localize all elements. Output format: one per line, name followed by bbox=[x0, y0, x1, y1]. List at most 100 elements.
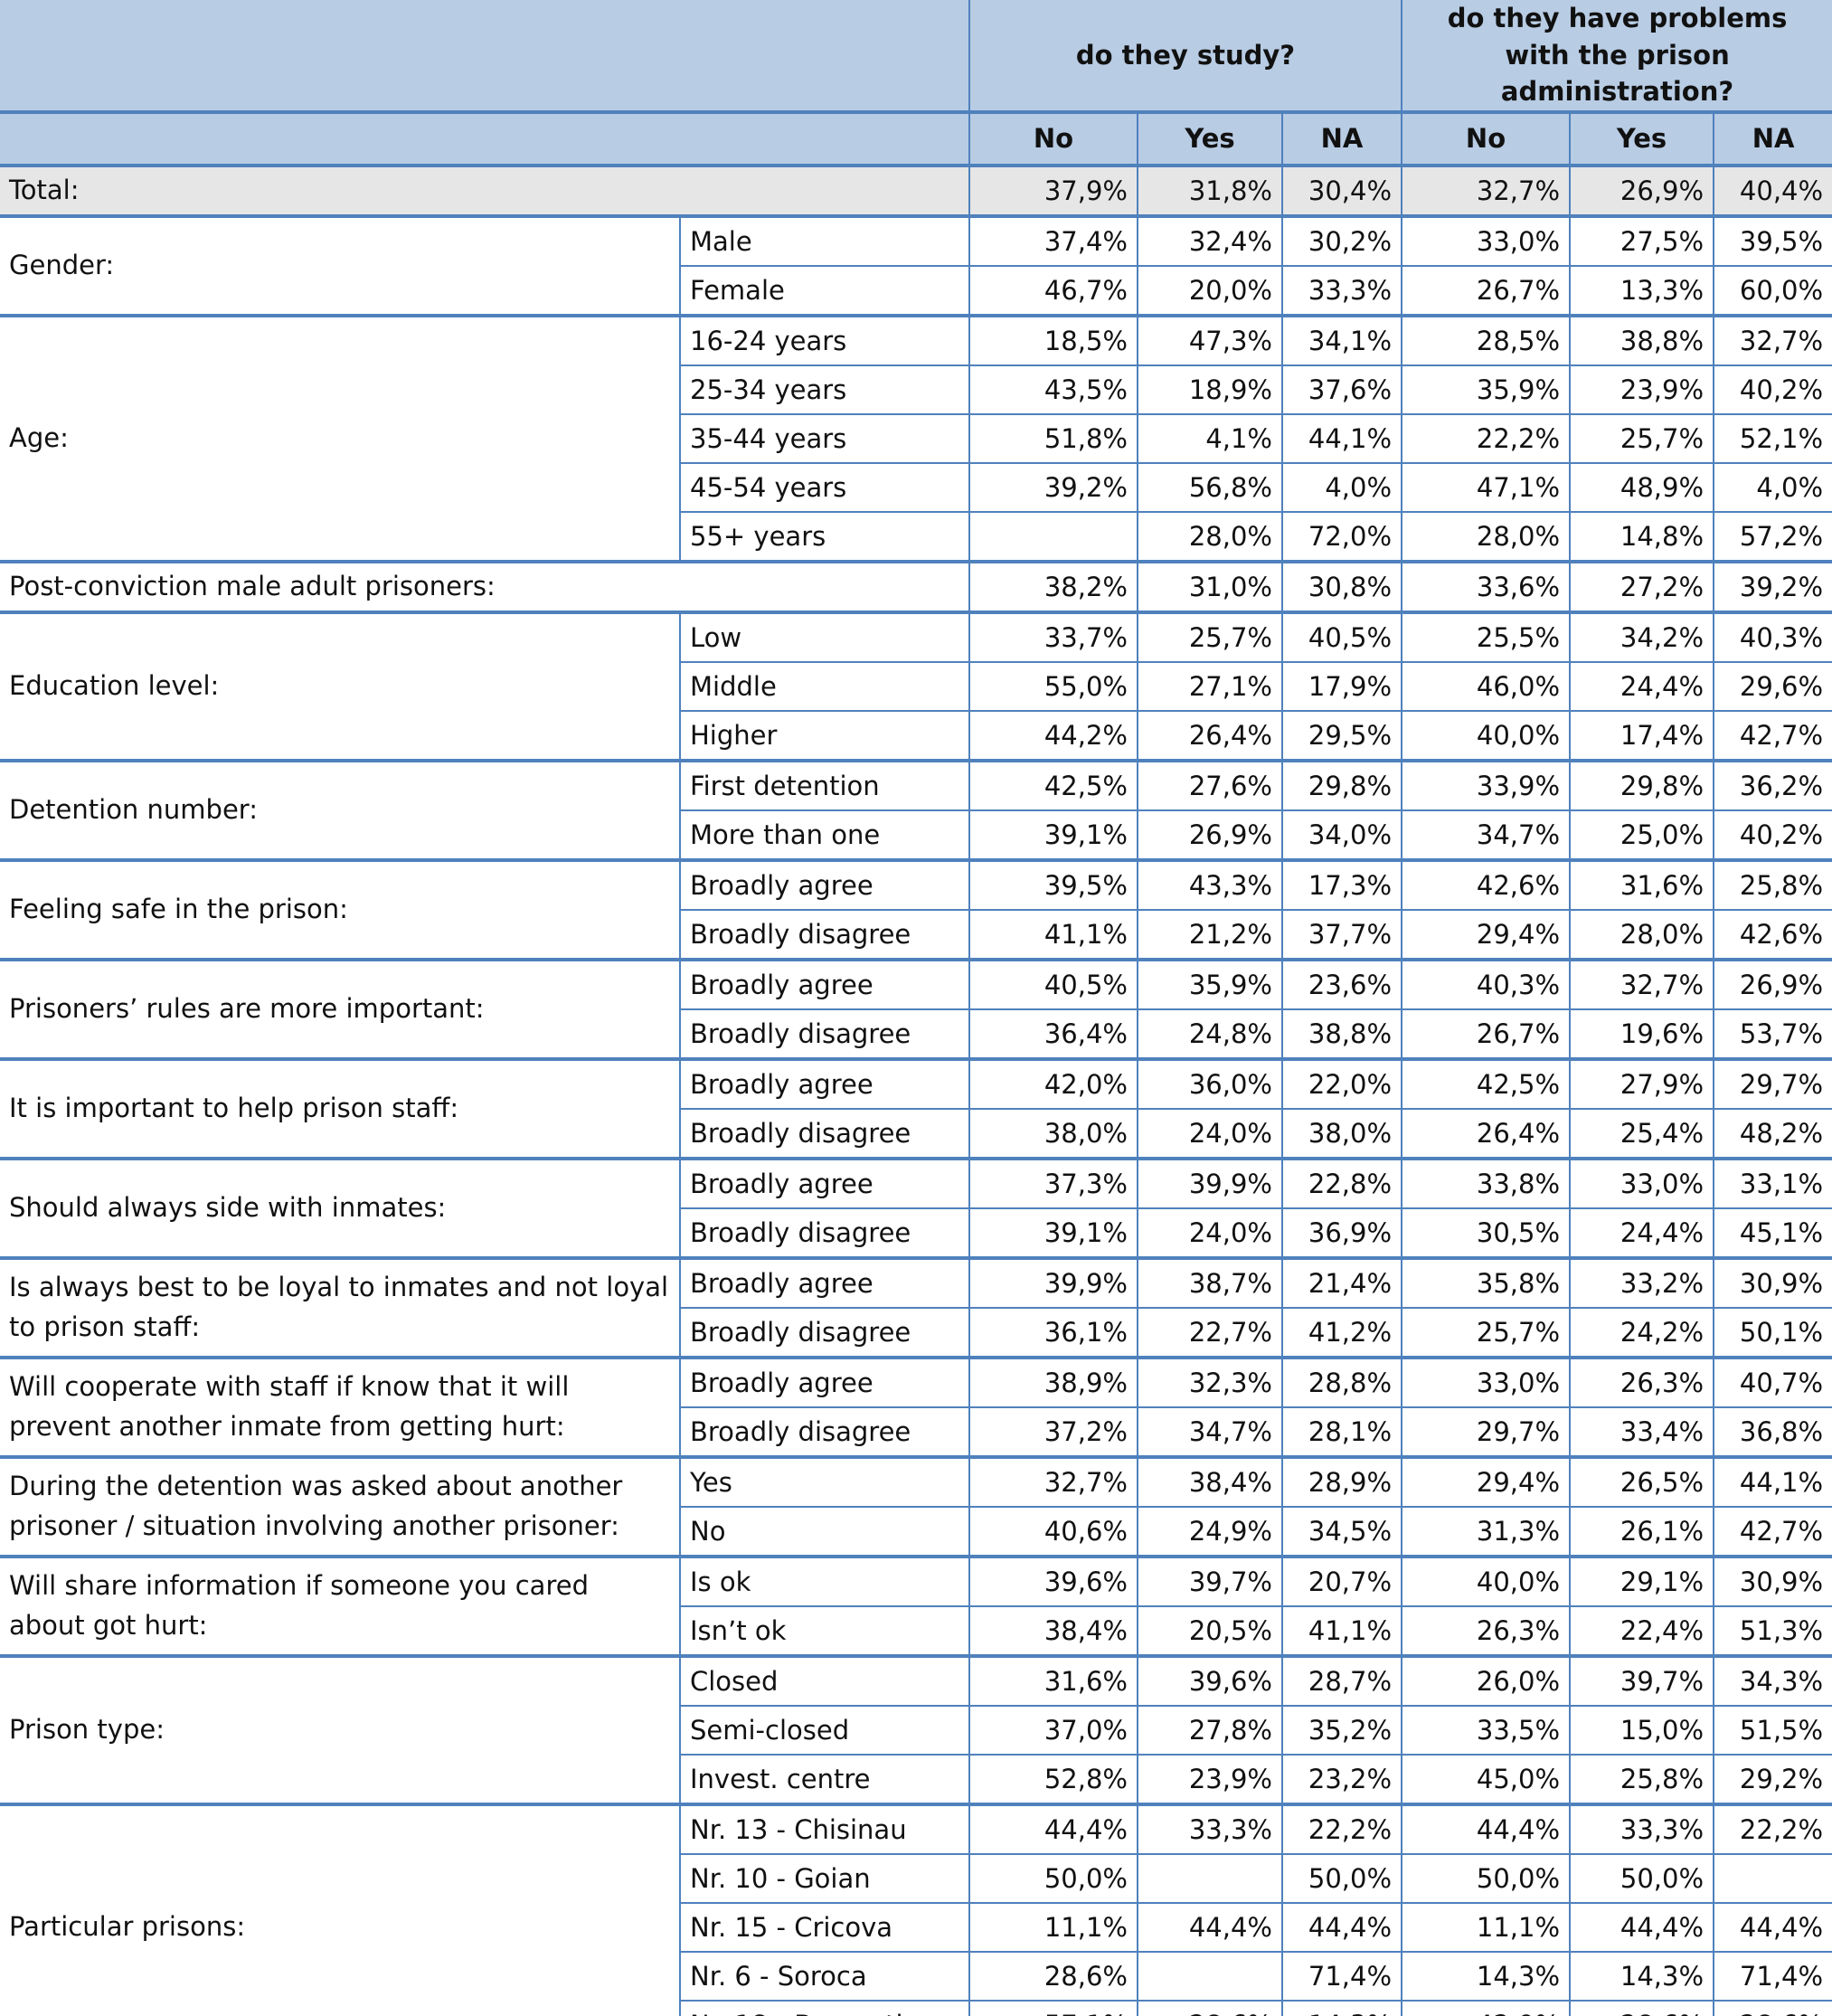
value-cell: 26,4% bbox=[1401, 1107, 1571, 1159]
value-cell: 24,0% bbox=[1137, 1107, 1282, 1159]
value-cell: 37,6% bbox=[1280, 364, 1402, 414]
table-row: Will share information if someone you ca… bbox=[0, 1554, 1832, 1656]
value-cell: 18,5% bbox=[968, 313, 1138, 365]
value-cell: 39,7% bbox=[1569, 1653, 1714, 1706]
row-label: Broadly disagree bbox=[679, 1107, 969, 1159]
table-row: Will cooperate with staff if know that i… bbox=[0, 1355, 1832, 1457]
table-row: Age: 16-24 years 18,5% 47,3% 34,1% 28,5% 38,8%… bbox=[0, 313, 1832, 562]
value-cell: 39,5% bbox=[968, 857, 1138, 910]
value-cell: 44,4% bbox=[1569, 1901, 1714, 1952]
value-cell: 40,4% bbox=[1713, 163, 1832, 216]
value-cell: 4,0% bbox=[1713, 461, 1832, 512]
value-cell: 42,9% bbox=[1401, 1999, 1571, 2016]
row-label: Broadly agree bbox=[679, 1156, 969, 1208]
value-cell: 28,9% bbox=[1280, 1454, 1402, 1507]
value-cell: 46,0% bbox=[1401, 660, 1571, 711]
value-cell: 26,9% bbox=[1137, 809, 1282, 860]
value-cell: 35,2% bbox=[1280, 1704, 1402, 1755]
value-cell: 38,2% bbox=[968, 559, 1138, 612]
value-cell: 43,3% bbox=[1137, 857, 1282, 910]
table-row: No 40,6% 24,9% 34,5% 31,3% 26,1% 42,7% bbox=[0, 1505, 1832, 1557]
table-row: Should always side with inmates: Broadly … bbox=[0, 1156, 1832, 1258]
group-label: Should always side with inmates: bbox=[0, 1156, 680, 1258]
value-cell: 33,8% bbox=[1401, 1156, 1571, 1208]
value-cell: 28,5% bbox=[1401, 313, 1571, 365]
table-row: Prison type: Closed 31,6% 39,6% 28,7% 26,0% 39… bbox=[0, 1653, 1832, 1804]
group-label: Particular prisons: bbox=[0, 1802, 680, 2016]
value-cell: 26,0% bbox=[1401, 1653, 1571, 1706]
value-cell: 50,0% bbox=[968, 1852, 1138, 1903]
row-label: 45-54 years bbox=[679, 461, 969, 512]
value-cell: 37,0% bbox=[968, 1704, 1138, 1755]
row-label: Broadly disagree bbox=[679, 908, 969, 960]
table-row: Prisoners’ rules are more important: Broa… bbox=[0, 957, 1832, 1059]
value-cell: 33,7% bbox=[968, 610, 1138, 662]
value-cell: 20,5% bbox=[1137, 1604, 1282, 1656]
table-row: Broadly disagree 39,1% 24,0% 36,9% 30,5% 24,4… bbox=[0, 1207, 1832, 1258]
row-label: Broadly disagree bbox=[679, 1306, 969, 1358]
value-cell: 27,8% bbox=[1137, 1704, 1282, 1755]
value-cell: 71,4% bbox=[1713, 1950, 1832, 2001]
value-cell: 51,3% bbox=[1713, 1604, 1832, 1656]
value-cell: 25,8% bbox=[1569, 1753, 1714, 1804]
row-label: Broadly agree bbox=[679, 1355, 969, 1407]
value-cell: 15,0% bbox=[1569, 1704, 1714, 1755]
value-cell: 51,5% bbox=[1713, 1704, 1832, 1755]
table-row: It is important to help prison staff: Bro… bbox=[0, 1056, 1832, 1159]
table-row: Education level: Low 33,7% 25,7% 40,5% 25,5% 3… bbox=[0, 610, 1832, 761]
value-cell: 28,6% bbox=[1569, 1999, 1714, 2016]
value-cell: 14,3% bbox=[1569, 1950, 1714, 2001]
value-cell: 45,0% bbox=[1401, 1753, 1571, 1804]
value-cell: 25,5% bbox=[1401, 610, 1571, 662]
value-cell: 39,5% bbox=[1713, 213, 1832, 266]
value-cell: 33,1% bbox=[1713, 1156, 1832, 1208]
value-cell: 40,3% bbox=[1713, 610, 1832, 662]
value-cell: 23,2% bbox=[1280, 1753, 1402, 1804]
value-cell: 36,1% bbox=[968, 1306, 1138, 1358]
value-cell: 32,7% bbox=[968, 1454, 1138, 1507]
value-cell: 23,6% bbox=[1280, 957, 1402, 1009]
table-row: Nr. 6 - Soroca 28,6% 71,4% 14,3% 14,3% 71,4% bbox=[0, 1950, 1832, 2001]
value-cell: 32,3% bbox=[1137, 1355, 1282, 1407]
value-cell: 44,4% bbox=[1401, 1802, 1571, 1854]
value-cell: 41,2% bbox=[1280, 1306, 1402, 1358]
value-cell: 55,0% bbox=[968, 660, 1138, 711]
value-cell: 32,7% bbox=[1713, 313, 1832, 365]
group-header: do they have problems with the prison ad… bbox=[1401, 0, 1832, 114]
column-header: NA bbox=[1713, 111, 1832, 167]
table-row: Broadly disagree 36,4% 24,8% 38,8% 26,7% 19,6… bbox=[0, 1008, 1832, 1059]
table-row: Total: 37,9% 31,8% 30,4% 32,7% 26,9% 40,4% bbox=[0, 163, 1832, 216]
value-cell: 42,0% bbox=[968, 1056, 1138, 1109]
value-cell: 44,4% bbox=[968, 1802, 1138, 1854]
value-cell: 30,9% bbox=[1713, 1554, 1832, 1606]
table-row: Female 46,7% 20,0% 33,3% 26,7% 13,3% 60,0% bbox=[0, 264, 1832, 316]
value-cell: 32,4% bbox=[1137, 213, 1282, 266]
value-cell: 22,2% bbox=[1280, 1802, 1402, 1854]
value-cell: 40,5% bbox=[1280, 610, 1402, 662]
value-cell: 29,6% bbox=[1713, 660, 1832, 711]
table-row: More than one 39,1% 26,9% 34,0% 34,7% 25,0% 40… bbox=[0, 809, 1832, 860]
value-cell: 34,7% bbox=[1401, 809, 1571, 860]
table-row: Broadly disagree 37,2% 34,7% 28,1% 29,7% 33,4… bbox=[0, 1406, 1832, 1457]
value-cell: 51,8% bbox=[968, 412, 1138, 463]
value-cell: 39,7% bbox=[1137, 1554, 1282, 1606]
value-cell: 26,4% bbox=[1137, 709, 1282, 761]
value-cell: 39,9% bbox=[968, 1255, 1138, 1308]
value-cell: 29,7% bbox=[1401, 1406, 1571, 1457]
value-cell: 45,1% bbox=[1713, 1207, 1832, 1258]
value-cell: 26,3% bbox=[1569, 1355, 1714, 1407]
value-cell: 28,8% bbox=[1280, 1355, 1402, 1407]
value-cell: 23,9% bbox=[1569, 364, 1714, 414]
value-cell: 28,7% bbox=[1280, 1653, 1402, 1706]
value-cell: 43,5% bbox=[968, 364, 1138, 414]
row-label: Higher bbox=[679, 709, 969, 761]
group-label: Total: bbox=[0, 163, 969, 216]
value-cell: 32,7% bbox=[1401, 163, 1571, 216]
value-cell: 28,0% bbox=[1137, 510, 1282, 562]
value-cell: 30,2% bbox=[1280, 213, 1402, 266]
value-cell: 40,3% bbox=[1401, 957, 1571, 1009]
value-cell: 17,3% bbox=[1280, 857, 1402, 910]
